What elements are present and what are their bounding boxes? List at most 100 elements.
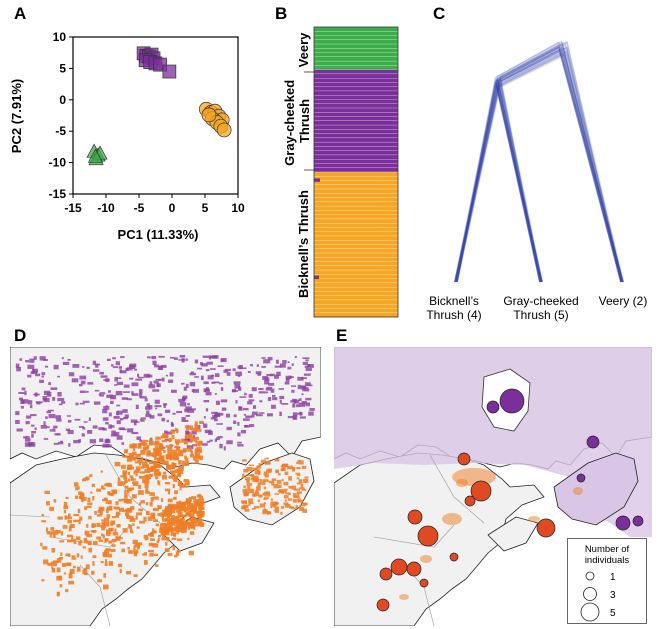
- bt-habitat-patch: [196, 446, 202, 452]
- gct-habitat-patch: [117, 377, 122, 380]
- gct-habitat-patch: [53, 364, 59, 370]
- tree-topology-line: [455, 49, 623, 283]
- map-panel-d: [10, 347, 321, 626]
- bt-habitat-patch: [258, 495, 263, 498]
- bt-habitat-patch: [183, 509, 186, 513]
- structure-individual-bar: [313, 240, 399, 245]
- gct-habitat-patch: [20, 399, 25, 404]
- bt-habitat-patch: [153, 442, 158, 446]
- bt-habitat-patch: [192, 505, 198, 510]
- gct-habitat-patch: [157, 383, 161, 388]
- gct-habitat-patch: [15, 363, 20, 368]
- bt-habitat-patch: [57, 516, 63, 520]
- bt-habitat-patch: [105, 548, 109, 552]
- gct-habitat-patch: [168, 379, 174, 383]
- gct-habitat-patch: [243, 424, 248, 428]
- gct-habitat-patch: [185, 430, 189, 435]
- bt-habitat-patch: [183, 508, 188, 511]
- gct-habitat-patch: [165, 431, 173, 435]
- bt-habitat-patch: [136, 459, 142, 462]
- gct-habitat-patch: [21, 387, 26, 391]
- bt-habitat-patch: [161, 515, 165, 520]
- panel-letter-c: C: [433, 4, 446, 23]
- gct-habitat-patch: [299, 416, 306, 419]
- bt-habitat-patch: [139, 520, 145, 524]
- bt-habitat-patch: [103, 521, 110, 527]
- tree-topology-line: [454, 43, 622, 283]
- gct-habitat-patch: [32, 368, 39, 373]
- structure-individual-bar: [313, 274, 399, 279]
- bt-habitat-patch: [192, 437, 198, 442]
- structure-individual-bar: [313, 210, 399, 215]
- bt-habitat-patch: [178, 451, 184, 457]
- bt-habitat-patch: [102, 487, 106, 490]
- bt-habitat-patch: [145, 477, 148, 482]
- bt-habitat-patch: [82, 546, 86, 549]
- gct-habitat-patch: [187, 403, 190, 406]
- structure-individual-bar: [313, 26, 399, 32]
- gct-habitat-patch: [161, 417, 166, 422]
- bt-habitat-patch: [78, 519, 81, 525]
- bt-habitat-patch: [195, 503, 201, 507]
- bt-habitat-patch: [118, 535, 121, 539]
- bt-habitat-patch: [162, 509, 165, 515]
- bt-habitat-patch: [158, 446, 164, 451]
- gct-habitat-patch: [112, 366, 119, 369]
- bt-habitat-patch: [151, 514, 156, 520]
- gct-habitat-patch: [190, 371, 194, 374]
- bt-habitat-patch: [273, 504, 276, 508]
- gct-habitat-patch: [206, 440, 211, 443]
- bt-habitat-patch: [165, 445, 170, 448]
- gct-habitat-patch: [100, 375, 108, 378]
- bt-habitat-patch: [83, 537, 88, 542]
- bt-habitat-patch: [189, 436, 194, 441]
- bt-habitat-patch: [173, 478, 178, 483]
- bt-habitat-patch: [52, 533, 56, 538]
- pca-x-axis-label: PC1 (11.33%): [118, 227, 199, 242]
- bt-habitat-patch: [114, 461, 121, 467]
- gct-habitat-patch: [179, 402, 187, 407]
- bt-habitat-patch: [171, 429, 174, 432]
- bt-habitat-patch: [178, 469, 184, 475]
- bt-habitat-patch: [254, 505, 260, 509]
- bt-habitat-patch: [108, 561, 113, 566]
- bt-habitat-patch: [98, 539, 104, 542]
- bt-habitat-patch: [176, 429, 179, 434]
- structure-individual-bar: [313, 60, 399, 66]
- bt-habitat-patch: [193, 501, 197, 504]
- bt-habitat-patch: [125, 508, 132, 513]
- gct-habitat-patch: [208, 355, 212, 360]
- gct-habitat-patch: [298, 398, 302, 401]
- bt-habitat-patch: [71, 555, 76, 558]
- bt-habitat-patch: [117, 481, 123, 486]
- gct-habitat-patch: [68, 372, 75, 377]
- gct-habitat-patch: [184, 408, 189, 413]
- pca-point-square: [162, 64, 177, 79]
- gct-habitat-patch: [270, 388, 275, 393]
- gct-habitat-patch: [161, 364, 167, 368]
- gct-habitat-patch: [161, 377, 165, 382]
- gct-habitat-patch: [75, 402, 79, 406]
- bt-habitat-patch: [183, 440, 188, 443]
- bt-habitat-patch: [271, 478, 277, 481]
- gct-habitat-patch: [270, 404, 276, 409]
- structure-individual-bar: [313, 107, 399, 113]
- gct-habitat-patch: [279, 411, 282, 417]
- bt-habitat-patch: [92, 561, 95, 566]
- bt-habitat-patch: [101, 485, 104, 490]
- bt-habitat-patch: [172, 527, 175, 531]
- bt-habitat-patch: [302, 508, 308, 513]
- structure-individual-bar: [313, 141, 399, 147]
- bt-habitat-patch: [178, 519, 183, 524]
- gct-habitat-patch: [279, 363, 286, 368]
- bt-habitat-patch: [143, 446, 148, 451]
- gct-habitat-patch: [131, 382, 139, 387]
- structure-individual-bar: [313, 308, 399, 313]
- gct-habitat-patch: [60, 440, 64, 443]
- bt-habitat-patch: [110, 528, 113, 531]
- tree-topology-line: [454, 43, 622, 283]
- bt-habitat-patch: [171, 434, 175, 440]
- bt-habitat-patch: [127, 465, 131, 468]
- bt-habitat-patch: [185, 498, 190, 502]
- gct-habitat-patch: [48, 414, 56, 419]
